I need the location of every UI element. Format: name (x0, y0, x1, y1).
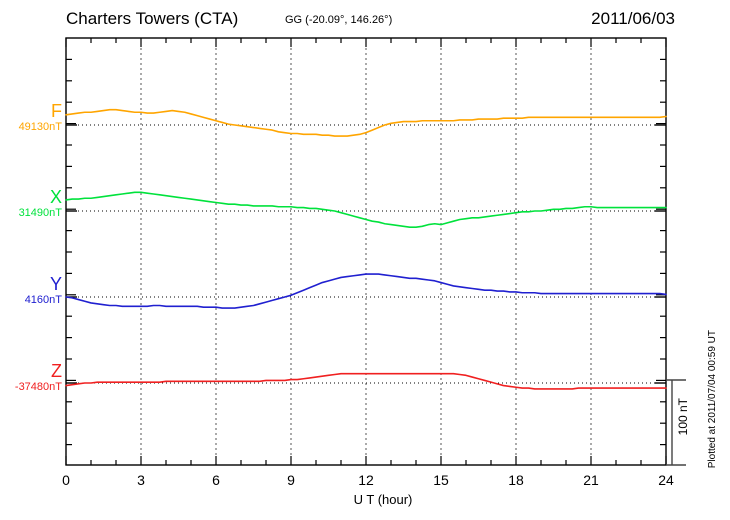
component-baseline-value-Y: 4160nT (24, 294, 62, 306)
x-tick-label-12: 12 (358, 472, 374, 488)
page-title: Charters Towers (CTA) (66, 9, 239, 28)
x-tick-label-6: 6 (212, 472, 220, 488)
geographic-coordinates: GG (-20.09°, 146.26°) (285, 14, 393, 26)
x-tick-label-21: 21 (583, 472, 599, 488)
component-label-Y: Y 4160nT (0, 275, 62, 307)
x-tick-label-15: 15 (433, 472, 449, 488)
observation-date: 2011/06/03 (591, 9, 675, 28)
trace-X (65, 191, 667, 228)
x-tick-label-18: 18 (508, 472, 524, 488)
component-label-Z: Z -37480nT (0, 362, 62, 394)
scale-bar-label: 100 nT (676, 398, 690, 436)
x-tick-label-3: 3 (137, 472, 145, 488)
x-axis-title: U T (hour) (0, 492, 730, 507)
component-baseline-value-F: 49130nT (18, 121, 62, 133)
component-letter-F: F (51, 101, 62, 121)
x-tick-label-9: 9 (287, 472, 295, 488)
trace-Y (65, 273, 667, 309)
plot-frame (65, 37, 667, 466)
x-axis-title-text: U T (hour) (353, 492, 413, 507)
component-baseline-value-Z: -37480nT (14, 381, 62, 393)
component-label-F: F 49130nT (0, 102, 62, 134)
component-letter-Z: Z (51, 361, 62, 381)
component-letter-Y: Y (49, 274, 62, 294)
component-letter-X: X (49, 187, 62, 207)
x-tick-label-24: 24 (658, 472, 674, 488)
x-tick-label-0: 0 (62, 472, 70, 488)
plot-timestamp: Plotted at 2011/07/04 00:59 UT (707, 330, 718, 469)
component-baseline-value-X: 31490nT (18, 207, 62, 219)
component-label-X: X 31490nT (0, 188, 62, 220)
trace-F (65, 108, 667, 137)
trace-Z (65, 372, 667, 390)
